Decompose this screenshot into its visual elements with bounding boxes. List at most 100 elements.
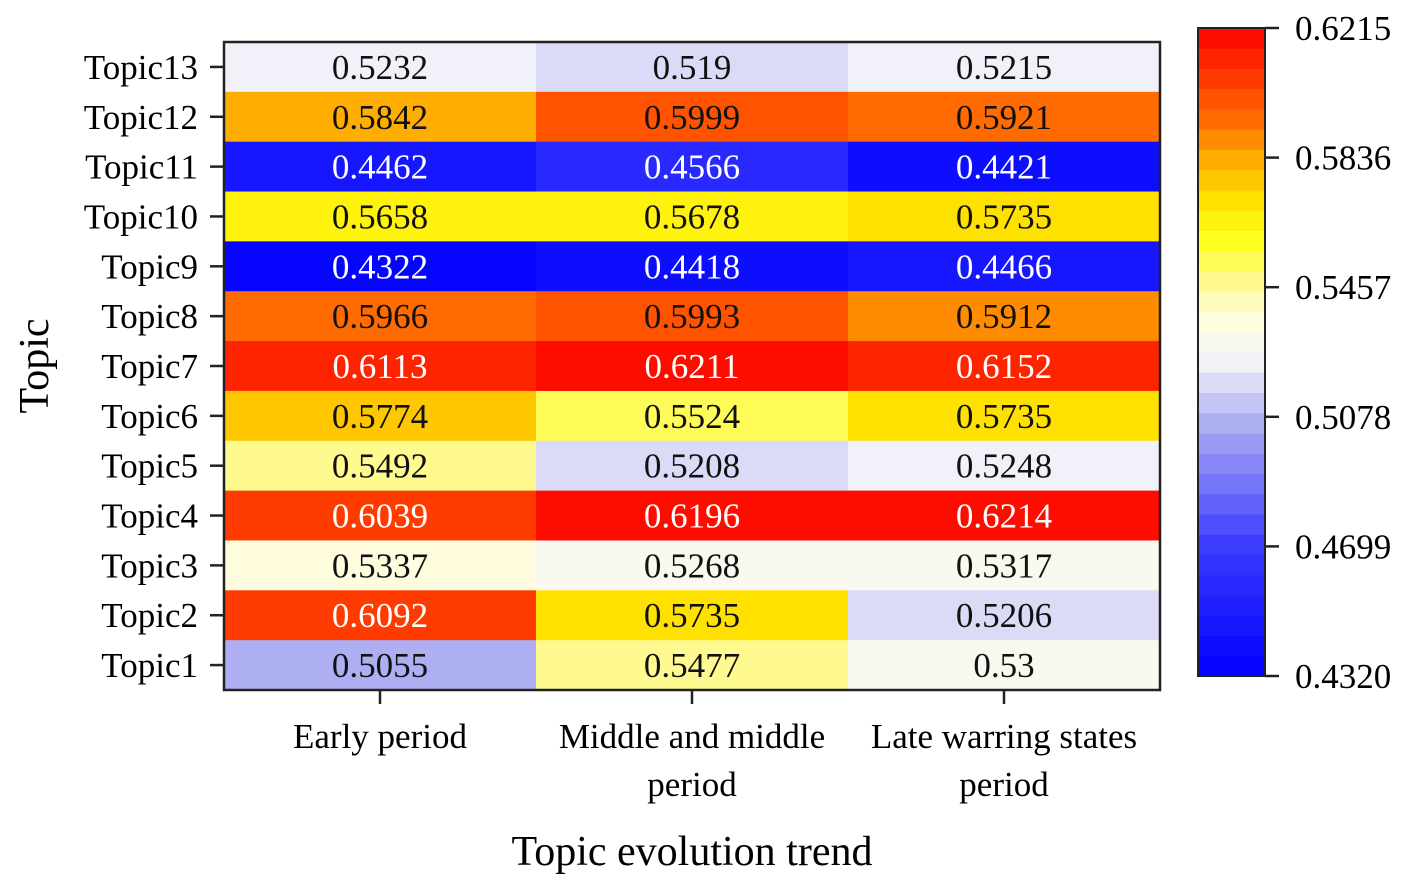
colorbar-swatch [1198,595,1265,616]
heatmap-cell [848,191,1161,242]
cell-value-label: 0.5774 [332,397,428,436]
colorbar-swatch [1198,169,1265,191]
heatmap-cell [224,91,537,143]
y-tick-label: Topic2 [101,596,198,635]
cell-value-label: 0.53 [973,646,1034,685]
cell-value-label: 0.5248 [956,447,1052,486]
heatmap-cell [224,640,537,691]
colorbar-swatch [1198,493,1265,515]
cell-value-label: 0.519 [653,48,732,87]
y-tick-label: Topic1 [101,646,198,685]
heatmap-cell [848,590,1161,641]
cell-value-label: 0.4566 [644,148,740,187]
colorbar-swatch [1198,412,1265,434]
colorbar-swatch [1198,271,1265,292]
y-tick-label: Topic5 [101,447,198,486]
cell-value-label: 0.5232 [332,48,428,87]
cell-value-label: 0.5735 [956,197,1052,236]
y-tick-label: Topic12 [84,98,198,137]
cell-value-label: 0.6113 [333,347,428,386]
y-tick-label: Topic8 [101,297,198,336]
heatmap-cell [848,390,1161,442]
heatmap-cell [848,91,1161,143]
colorbar-swatch [1198,635,1265,657]
heatmap-cell [848,291,1161,342]
cell-value-label: 0.5993 [644,297,740,336]
y-axis-label: Topic [12,318,58,413]
colorbar-tick-label: 0.5836 [1295,139,1391,178]
cell-value-label: 0.5658 [332,197,428,236]
heatmap-cell [224,390,537,442]
heatmap-cell [536,91,849,143]
cell-value-label: 0.5678 [644,197,740,236]
cell-value-label: 0.5921 [956,98,1052,137]
heatmap-cell [224,241,537,292]
colorbar-swatch [1198,352,1265,373]
cell-value-label: 0.6214 [956,497,1052,536]
y-tick-label: Topic3 [101,546,198,585]
cell-value-label: 0.6211 [645,347,740,386]
colorbar-swatch [1198,372,1265,393]
cell-value-label: 0.5208 [644,447,740,486]
cell-value-label: 0.4421 [956,148,1052,187]
colorbar-tick-label: 0.4699 [1295,527,1391,566]
heatmap-cell [848,640,1161,691]
colorbar-swatch [1198,109,1265,130]
y-tick-label: Topic7 [101,347,198,386]
cell-value-label: 0.5735 [644,596,740,635]
cell-value-label: 0.6196 [644,497,740,536]
colorbar-swatch [1198,331,1265,353]
x-tick-label: Late warring states [871,717,1137,756]
cell-value-label: 0.5492 [332,447,428,486]
cell-value-label: 0.5268 [644,546,740,585]
heatmap-cell [848,440,1161,492]
cell-value-label: 0.5055 [332,646,428,685]
heatmap-cell [848,341,1161,392]
y-axis-ticks: Topic13 Topic12 Topic11 Topic10 Topic9 Topic8… [84,48,224,685]
cell-value-label: 0.5842 [332,98,428,137]
cell-value-label: 0.5966 [332,297,428,336]
colorbar-swatch [1198,68,1265,90]
colorbar-tick-label: 0.5078 [1295,398,1391,437]
heatmap-cell [536,141,849,193]
heatmap-cell [536,440,849,492]
heatmap-cell [536,42,849,93]
cell-value-label: 0.6092 [332,596,428,635]
heatmap-cell [848,540,1161,591]
heatmap-cell [536,341,849,392]
cell-value-label: 0.4322 [332,247,428,286]
colorbar-tick-label: 0.4320 [1295,657,1391,696]
heatmap-cell [224,341,537,392]
colorbar-swatch [1198,574,1265,596]
colorbar-swatch [1198,88,1265,110]
cell-value-label: 0.4418 [644,247,740,286]
colorbar-swatch [1198,48,1265,69]
colorbar-swatch [1198,190,1265,211]
colorbar-swatch [1198,210,1265,231]
cell-value-label: 0.5337 [332,546,428,585]
colorbar-frame [1197,27,1266,677]
x-tick-label: period [647,765,737,804]
colorbar-swatch [1198,28,1265,49]
heatmap-cell [536,540,849,591]
heatmap-cell [536,191,849,242]
heatmap-cell [536,590,849,641]
heatmap-cell [848,490,1161,541]
colorbar-swatch [1198,514,1265,535]
cell-value-label: 0.6039 [332,497,428,536]
y-tick-label: Topic13 [84,48,198,87]
colorbar-tick-label: 0.5457 [1295,268,1391,307]
colorbar-swatch [1198,291,1265,312]
x-tick-label: Early period [293,717,467,756]
heatmap-cell [536,490,849,541]
cell-value-label: 0.5524 [644,397,740,436]
colorbar-swatch [1198,230,1265,252]
colorbar-swatch [1198,250,1265,272]
heatmap-cell [536,241,849,292]
y-tick-label: Topic6 [101,397,198,436]
colorbar-swatch [1198,554,1265,576]
heatmap-cell [224,191,537,242]
cell-value-label: 0.5999 [644,98,740,137]
heatmap-cell [224,42,537,93]
heatmap-cell [848,42,1161,93]
